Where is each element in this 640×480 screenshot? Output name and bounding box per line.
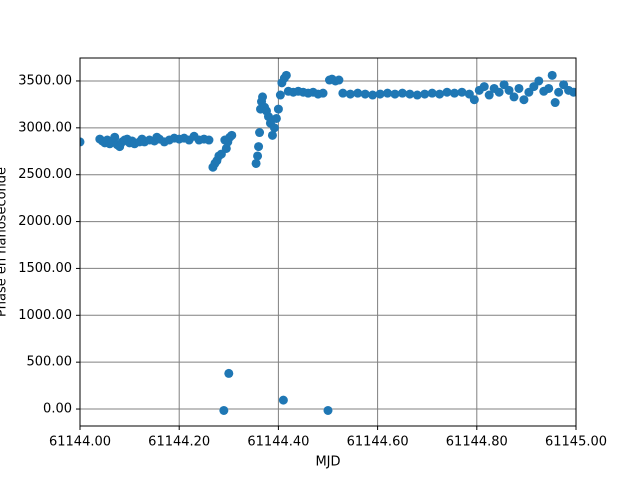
y-tick-label: 2000.00 — [18, 214, 72, 229]
data-point — [554, 87, 564, 97]
data-point — [547, 70, 557, 80]
data-point — [509, 92, 519, 102]
x-tick-label: 61144.40 — [247, 435, 309, 450]
data-point — [334, 75, 344, 85]
data-point — [278, 395, 288, 405]
data-point — [204, 135, 214, 145]
data-point — [449, 88, 459, 98]
x-tick-label: 61144.80 — [446, 435, 508, 450]
data-point — [397, 88, 407, 98]
y-tick-label: 1500.00 — [18, 261, 72, 276]
y-tick-label: 0.00 — [43, 402, 72, 417]
data-point — [281, 70, 291, 80]
data-point — [360, 89, 370, 99]
x-tick-label: 61144.00 — [49, 435, 111, 450]
plot-frame — [79, 57, 577, 427]
data-point — [255, 128, 265, 138]
data-point — [427, 88, 437, 98]
data-point — [544, 83, 554, 93]
data-point — [550, 98, 560, 108]
data-point — [253, 151, 263, 161]
data-point — [484, 90, 494, 100]
data-point — [219, 405, 229, 415]
data-point — [469, 95, 479, 105]
data-point — [405, 89, 415, 99]
data-point — [80, 137, 85, 147]
data-point — [514, 83, 524, 93]
data-point — [345, 89, 355, 99]
data-point — [258, 92, 268, 102]
data-point — [420, 89, 430, 99]
data-point — [224, 368, 234, 378]
data-point — [442, 87, 452, 97]
data-point — [479, 82, 489, 92]
data-point — [251, 158, 261, 168]
data-point — [338, 88, 348, 98]
x-tick-label: 61145.00 — [545, 435, 607, 450]
data-point — [494, 87, 504, 97]
data-point — [273, 104, 283, 114]
y-tick-label: 2500.00 — [18, 167, 72, 182]
y-axis-label: Phase en nanoseconde — [0, 167, 10, 317]
y-tick-label: 3500.00 — [18, 73, 72, 88]
data-point — [110, 132, 120, 142]
y-tick-label: 3000.00 — [18, 120, 72, 135]
data-point — [435, 89, 445, 99]
data-point — [318, 88, 328, 98]
data-point — [275, 90, 285, 100]
data-point — [519, 95, 529, 105]
x-tick-label: 61144.20 — [148, 435, 210, 450]
data-point — [271, 113, 281, 123]
data-point — [368, 90, 378, 100]
y-tick-label: 1000.00 — [18, 308, 72, 323]
data-point — [390, 89, 400, 99]
x-tick-label: 61144.60 — [347, 435, 409, 450]
data-point — [267, 130, 277, 140]
data-point — [254, 142, 264, 152]
data-point — [457, 87, 467, 97]
data-point — [353, 88, 363, 98]
data-point — [375, 89, 385, 99]
data-point — [383, 88, 393, 98]
data-point — [323, 405, 333, 415]
data-point — [227, 130, 237, 140]
data-point — [412, 90, 422, 100]
data-point — [504, 85, 514, 95]
data-point — [534, 76, 544, 86]
data-point — [269, 123, 279, 133]
data-point — [569, 87, 576, 97]
x-axis-label: MJD — [315, 455, 340, 470]
y-tick-label: 500.00 — [27, 355, 73, 370]
